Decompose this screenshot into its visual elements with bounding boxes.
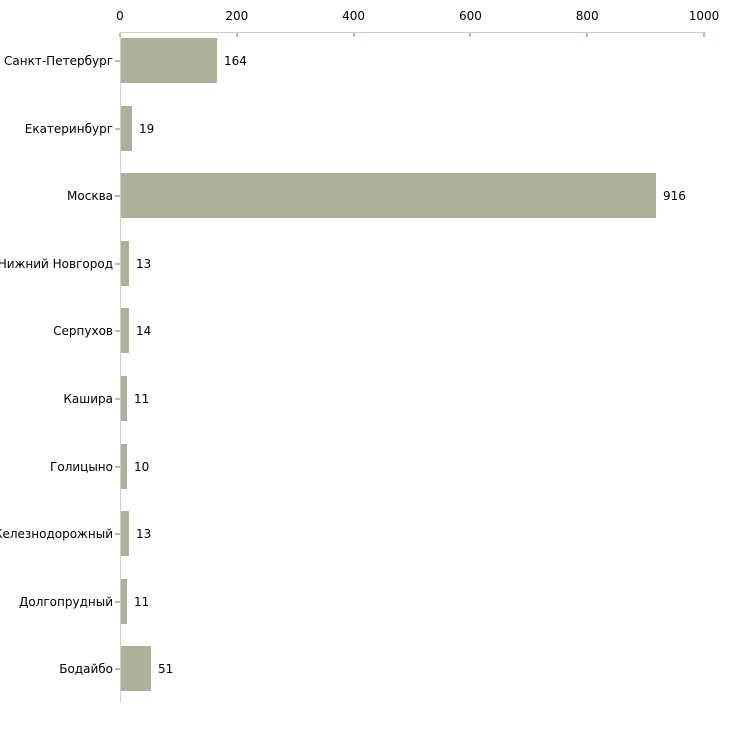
bar: [121, 579, 127, 624]
category-label: Бодайбо: [59, 661, 113, 676]
value-label: 11: [134, 594, 150, 609]
y-axis-line: [120, 32, 121, 702]
category-tick-mark: [115, 262, 120, 265]
value-label: 916: [663, 188, 686, 203]
category-tick-mark: [115, 667, 120, 670]
category-label: Кашира: [63, 391, 113, 406]
x-axis-line: [120, 32, 706, 33]
category-label: Москва: [67, 188, 113, 203]
category-label: Серпухов: [53, 323, 113, 338]
x-axis-tick-mark: [586, 33, 589, 37]
category-tick-mark: [115, 59, 120, 62]
category-tick-mark: [115, 194, 120, 197]
x-axis-tick-label: 800: [575, 9, 599, 23]
category-tick-mark: [115, 465, 120, 468]
category-tick-mark: [115, 329, 120, 332]
value-label: 164: [224, 53, 247, 68]
value-label: 10: [134, 459, 150, 474]
bar: [121, 106, 132, 151]
value-label: 19: [139, 121, 155, 136]
value-label: 14: [136, 323, 152, 338]
category-label: Нижний Новгород: [0, 256, 113, 271]
category-label: Санкт-Петербург: [4, 53, 113, 68]
bar: [121, 38, 217, 83]
category-label: Екатеринбург: [24, 121, 113, 136]
value-label: 13: [136, 526, 152, 541]
value-label: 11: [134, 391, 150, 406]
bar: [121, 241, 129, 286]
bar: [121, 376, 127, 421]
bar: [121, 511, 129, 556]
bar: [121, 173, 656, 218]
x-axis-tick-mark: [703, 33, 705, 37]
value-label: 51: [158, 661, 174, 676]
x-axis-tick-mark: [352, 33, 355, 37]
bar: [121, 646, 151, 691]
category-label: Голицыно: [50, 459, 113, 474]
x-axis-tick-label: 0: [116, 9, 124, 23]
x-axis-tick-mark: [469, 33, 472, 37]
category-tick-mark: [115, 127, 120, 130]
category-label: Долгопрудный: [18, 594, 113, 609]
x-axis-tick-mark: [235, 33, 238, 37]
bar: [121, 444, 127, 489]
x-axis-tick-label: 1000: [688, 9, 720, 23]
x-axis-tick-label: 600: [458, 9, 482, 23]
category-tick-mark: [115, 397, 120, 400]
x-axis-tick-label: 200: [225, 9, 249, 23]
value-label: 13: [136, 256, 152, 271]
category-tick-mark: [115, 532, 120, 535]
x-axis-tick-label: 400: [342, 9, 366, 23]
category-label: Железнодорожный: [0, 526, 113, 541]
x-axis-tick-mark: [119, 33, 121, 37]
bar: [121, 308, 129, 353]
category-tick-mark: [115, 600, 120, 603]
